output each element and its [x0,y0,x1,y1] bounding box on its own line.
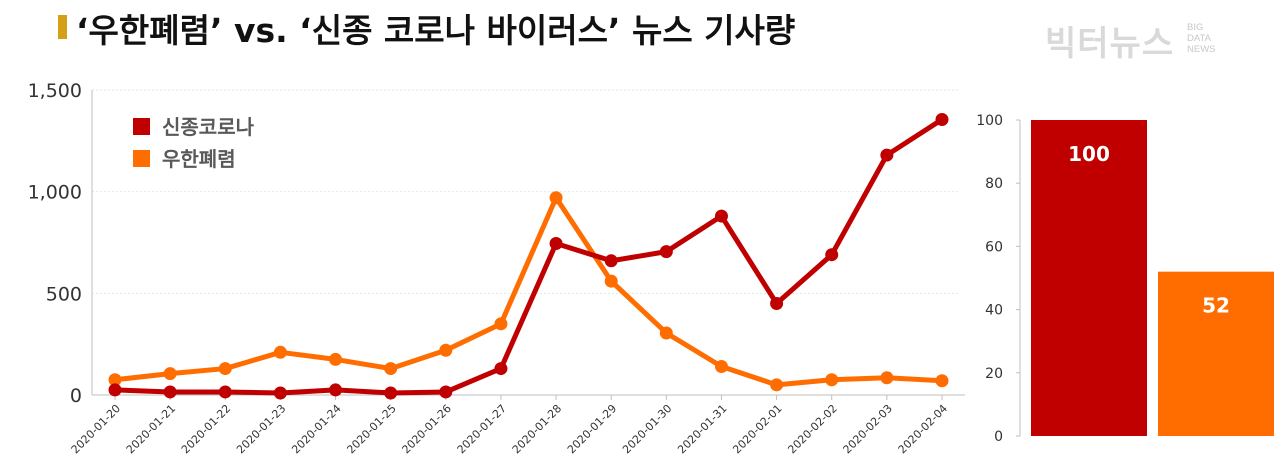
bar-y-tick-label: 40 [985,303,1003,319]
title-marker [58,15,67,39]
bar-y-tick-label: 80 [985,176,1003,192]
data-point [329,383,343,397]
data-point [108,373,122,387]
data-point [108,383,122,397]
x-tick-label: 2020-01-30 [620,402,674,456]
bar-covid [1031,120,1147,436]
data-point [273,345,287,359]
y-tick-label: 1,000 [28,182,82,204]
logo-sub-line: DATA [1187,33,1211,44]
data-point [659,326,673,340]
data-point [825,373,839,387]
series-line-covid [112,116,945,396]
series-line-wuhan [112,195,945,388]
data-point [494,317,508,331]
data-point [439,385,453,399]
bar-data-label: 52 [1202,294,1230,318]
legend-swatch [133,150,150,167]
bar-wuhan [1158,271,1274,436]
bar-y-tick-label: 100 [976,113,1003,129]
x-tick-label: 2020-01-28 [510,402,564,456]
data-point [770,378,784,392]
logo-subtext: BIG DATA NEWS [1187,22,1247,55]
x-tick-label: 2020-02-02 [785,402,839,456]
bar-data-label: 100 [1068,142,1110,166]
logo-sub-line: NEWS [1187,44,1216,55]
x-tick-label: 2020-01-31 [675,402,729,456]
x-tick-label: 2020-02-04 [896,402,950,456]
x-tick-label: 2020-02-01 [730,402,784,456]
data-point [273,386,287,400]
data-point [494,362,508,376]
data-point [163,367,177,381]
data-point [604,254,618,268]
data-point [218,385,232,399]
x-tick-label: 2020-01-24 [289,402,343,456]
data-point [549,191,563,205]
data-point [935,374,949,388]
y-tick-label: 0 [70,385,82,407]
data-point [825,248,839,262]
legend-swatch [133,118,150,135]
x-tick-label: 2020-01-22 [179,402,233,456]
data-point [770,297,784,310]
bar-y-tick-label: 20 [985,366,1003,382]
bar-y-tick-label: 0 [994,429,1003,445]
logo-sub-line: BIG [1187,22,1204,33]
x-tick-label: 2020-01-29 [565,402,619,456]
chart-title: ‘우한폐렴’ vs. ‘신종 코로나 바이러스’ 뉴스 기사량 [76,11,796,50]
data-point [218,362,232,376]
data-point [329,352,343,366]
x-tick-label: 2020-01-27 [455,402,509,456]
data-point [439,343,453,357]
x-tick-label: 2020-01-26 [400,402,454,456]
x-tick-label: 2020-01-23 [234,402,288,456]
data-point [714,360,728,374]
data-point [549,237,563,251]
x-tick-label: 2020-02-03 [841,402,895,456]
x-tick-label: 2020-01-21 [124,402,178,456]
data-point [384,362,398,376]
y-tick-label: 1,500 [28,80,82,102]
data-point [935,112,949,126]
y-tick-label: 500 [46,283,82,305]
data-point [880,371,894,385]
data-point [880,148,894,162]
legend-label: 우한폐렴 [162,147,236,171]
legend-label: 신종코로나 [162,115,255,139]
logo-text: 빅터뉴스 [1045,24,1175,64]
data-point [659,245,673,259]
data-point [714,209,728,223]
bar-y-tick-label: 60 [985,239,1003,255]
data-point [163,385,177,399]
x-tick-label: 2020-01-20 [69,402,123,456]
data-point [604,274,618,288]
x-tick-label: 2020-01-25 [344,402,398,456]
data-point [384,386,398,400]
